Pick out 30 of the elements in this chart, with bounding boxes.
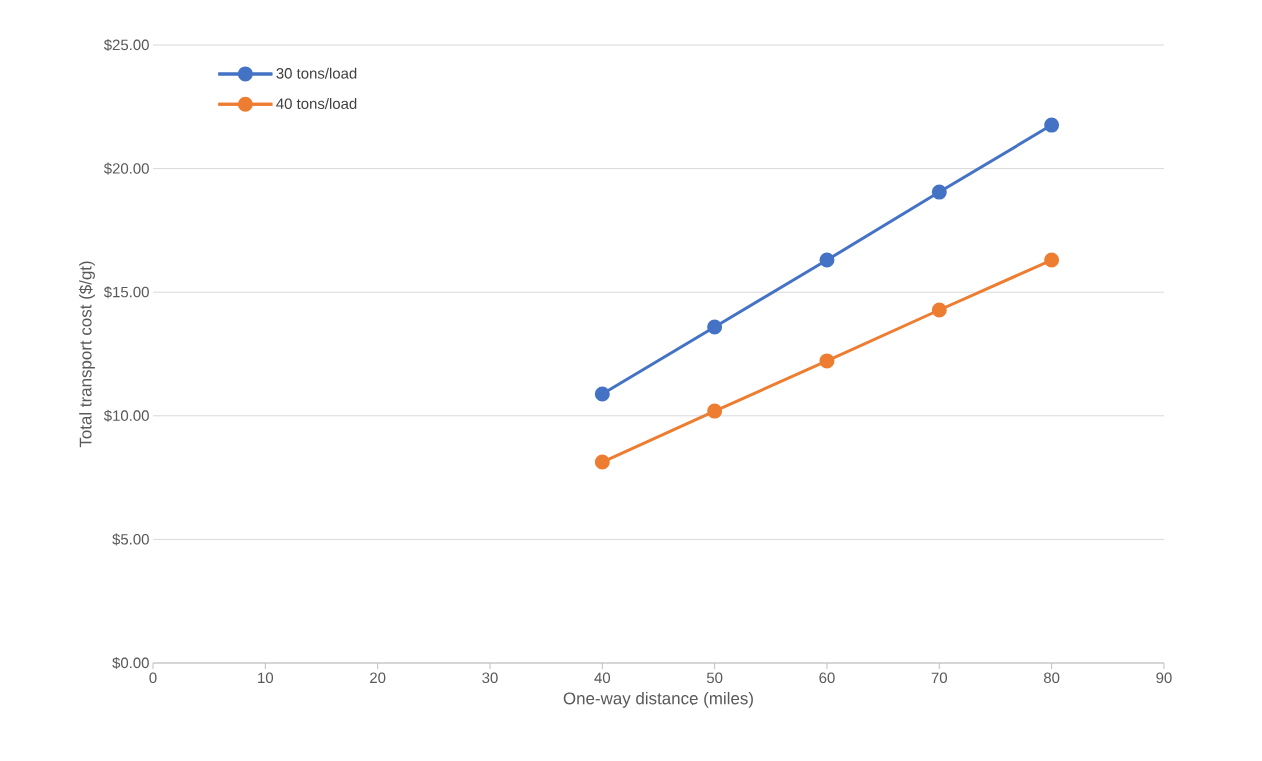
point [594, 386, 610, 402]
x-axis-title: One-way distance (miles) [563, 691, 753, 708]
point [931, 302, 947, 318]
point [819, 353, 835, 369]
x-tick-label: 80 [1043, 672, 1060, 684]
y-tick-label: $0.00 [112, 656, 149, 670]
y-axis-title: Total transport cost ($/gt) [78, 261, 95, 448]
x-tick-label: 90 [1156, 672, 1172, 684]
legend-label: 30 tons/load [276, 67, 357, 79]
x-tick-label: 40 [594, 672, 611, 684]
point [707, 319, 723, 335]
point [819, 252, 835, 268]
point [1044, 252, 1060, 268]
point [594, 454, 610, 470]
point [931, 184, 947, 200]
y-tick-label: $5.00 [112, 533, 149, 546]
x-tick-label: 50 [706, 672, 723, 684]
legend-label: 40 tons/load [276, 98, 357, 109]
x-tick-label: 20 [370, 672, 386, 684]
x-tick-label: 30 [482, 672, 498, 684]
y-tick-label: $25.00 [103, 38, 149, 52]
y-tick-label: $15.00 [103, 286, 149, 299]
x-tick-label: 60 [819, 672, 835, 684]
point [707, 403, 723, 419]
y-tick-label: $20.00 [103, 162, 149, 175]
x-tick-label: 70 [931, 672, 948, 684]
point [1044, 117, 1060, 133]
x-tick-label: 10 [258, 672, 274, 684]
y-tick-label: $10.00 [103, 409, 149, 422]
x-tick-label: 0 [149, 672, 157, 684]
